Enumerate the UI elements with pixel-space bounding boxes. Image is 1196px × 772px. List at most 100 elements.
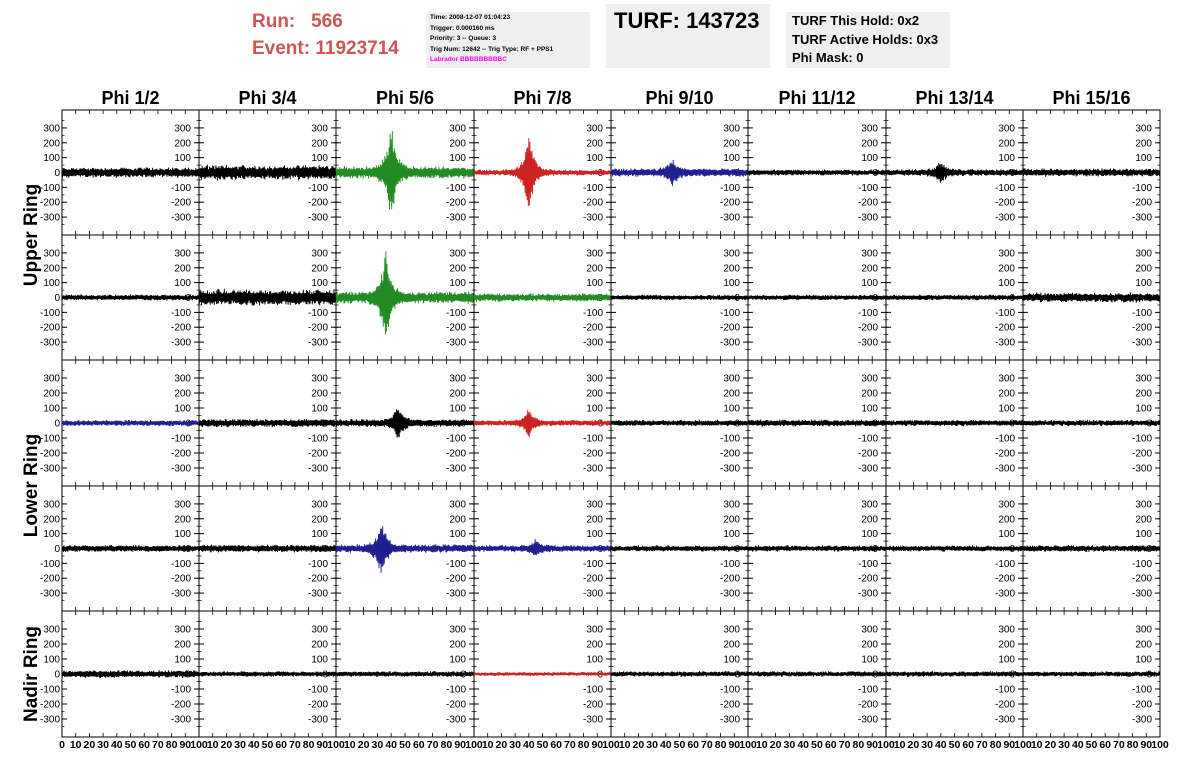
y-tick-label: 300 — [861, 123, 878, 134]
y-tick-label: -200 — [1132, 574, 1152, 585]
y-tick-label: 100 — [861, 404, 878, 415]
y-tick-label: -300 — [858, 213, 878, 224]
y-tick-label: 200 — [723, 389, 740, 400]
waveform-trace — [610, 671, 749, 677]
y-tick-label: -200 — [720, 700, 740, 711]
y-tick-label: 300 — [861, 374, 878, 385]
y-tick-label: -100 — [1132, 434, 1152, 445]
y-tick-label: 300 — [998, 248, 1015, 259]
x-tick-label: 30 — [372, 739, 384, 751]
y-tick-label: -200 — [446, 574, 466, 585]
y-tick-label: 200 — [449, 263, 466, 274]
y-tick-label: 200 — [174, 640, 191, 651]
waveform-trace — [747, 671, 887, 677]
y-tick-label: 300 — [43, 625, 60, 636]
y-tick-label: 300 — [311, 374, 328, 385]
x-tick-label: 20 — [84, 739, 96, 751]
y-tick-label: -300 — [995, 464, 1015, 475]
x-tick-label: 10 — [482, 739, 494, 751]
y-tick-label: -100 — [308, 559, 328, 570]
y-tick-label: -300 — [1132, 715, 1152, 726]
y-tick-label: 100 — [43, 529, 60, 540]
y-tick-label: -300 — [858, 589, 878, 600]
y-tick-label: -200 — [720, 574, 740, 585]
y-tick-label: -100 — [858, 685, 878, 696]
y-tick-label: -300 — [308, 338, 328, 349]
turf-title: TURF: 143723 — [614, 8, 760, 33]
x-tick-label: 20 — [358, 739, 370, 751]
y-tick-label: 300 — [861, 248, 878, 259]
x-tick-label: 90 — [179, 739, 191, 751]
y-tick-label: -100 — [40, 308, 60, 319]
y-tick-label: 300 — [174, 625, 191, 636]
y-tick-label: -200 — [446, 700, 466, 711]
x-tick-label: 70 — [1113, 739, 1125, 751]
y-tick-label: 100 — [1135, 655, 1152, 666]
x-tick-label: 100 — [739, 739, 757, 751]
y-tick-label: -200 — [995, 700, 1015, 711]
y-tick-label: 100 — [998, 655, 1015, 666]
y-tick-label: -100 — [308, 434, 328, 445]
y-tick-label: 300 — [723, 123, 740, 134]
y-tick-label: 100 — [449, 529, 466, 540]
y-tick-label: -200 — [171, 198, 191, 209]
y-tick-label: 300 — [174, 499, 191, 510]
waveform-trace — [198, 288, 337, 306]
y-tick-label: 100 — [861, 529, 878, 540]
waveform-trace — [1022, 419, 1161, 427]
waveform-trace — [747, 545, 887, 552]
y-tick-label: -300 — [171, 589, 191, 600]
y-tick-label: 200 — [998, 514, 1015, 525]
y-tick-label: -100 — [720, 308, 740, 319]
run-event-box: Run: 566 Event: 11923714 — [252, 8, 399, 62]
y-tick-label: -100 — [308, 183, 328, 194]
y-tick-label: 300 — [449, 374, 466, 385]
y-tick-label: -100 — [720, 559, 740, 570]
y-tick-label: -300 — [995, 589, 1015, 600]
y-tick-label: -100 — [1132, 183, 1152, 194]
y-tick-label: 300 — [311, 625, 328, 636]
waveform-trace — [610, 545, 749, 552]
y-tick-label: -300 — [446, 589, 466, 600]
y-tick-label: 0 — [54, 168, 60, 179]
y-tick-label: 100 — [861, 655, 878, 666]
x-tick-label: 10 — [894, 739, 906, 751]
y-tick-label: -200 — [995, 323, 1015, 334]
ring-label: Lower Ring — [21, 434, 42, 537]
y-tick-label: 200 — [861, 389, 878, 400]
x-tick-label: 50 — [1086, 739, 1098, 751]
x-tick-label: 70 — [701, 739, 713, 751]
x-tick-label: 100 — [327, 739, 345, 751]
y-tick-label: 200 — [586, 138, 603, 149]
y-tick-label: 0 — [597, 670, 603, 681]
waveform-trace — [335, 671, 475, 678]
y-tick-label: 100 — [998, 278, 1015, 289]
y-tick-label: -300 — [858, 338, 878, 349]
y-tick-label: -200 — [171, 323, 191, 334]
y-tick-label: -300 — [858, 464, 878, 475]
y-tick-label: -100 — [995, 434, 1015, 445]
y-tick-label: 0 — [734, 670, 740, 681]
y-tick-label: 300 — [861, 625, 878, 636]
y-tick-label: 100 — [174, 278, 191, 289]
y-tick-label: 200 — [174, 138, 191, 149]
waveform-trace — [747, 419, 887, 427]
waveform-trace — [61, 544, 200, 552]
x-tick-label: 90 — [728, 739, 740, 751]
y-tick-label: -200 — [40, 449, 60, 460]
y-tick-label: -200 — [1132, 198, 1152, 209]
x-tick-label: 60 — [275, 739, 287, 751]
y-tick-label: 300 — [586, 625, 603, 636]
y-tick-label: 200 — [43, 514, 60, 525]
x-tick-label: 30 — [97, 739, 109, 751]
y-tick-label: -100 — [1132, 308, 1152, 319]
y-tick-label: -200 — [583, 198, 603, 209]
waveform-trace — [473, 409, 612, 438]
y-tick-label: -300 — [1132, 338, 1152, 349]
y-tick-label: 300 — [723, 625, 740, 636]
x-tick-label: 70 — [289, 739, 301, 751]
x-tick-label: 90 — [316, 739, 328, 751]
waveform-trace — [1022, 671, 1161, 677]
y-tick-label: 100 — [998, 153, 1015, 164]
run-label: Run: — [252, 11, 296, 32]
